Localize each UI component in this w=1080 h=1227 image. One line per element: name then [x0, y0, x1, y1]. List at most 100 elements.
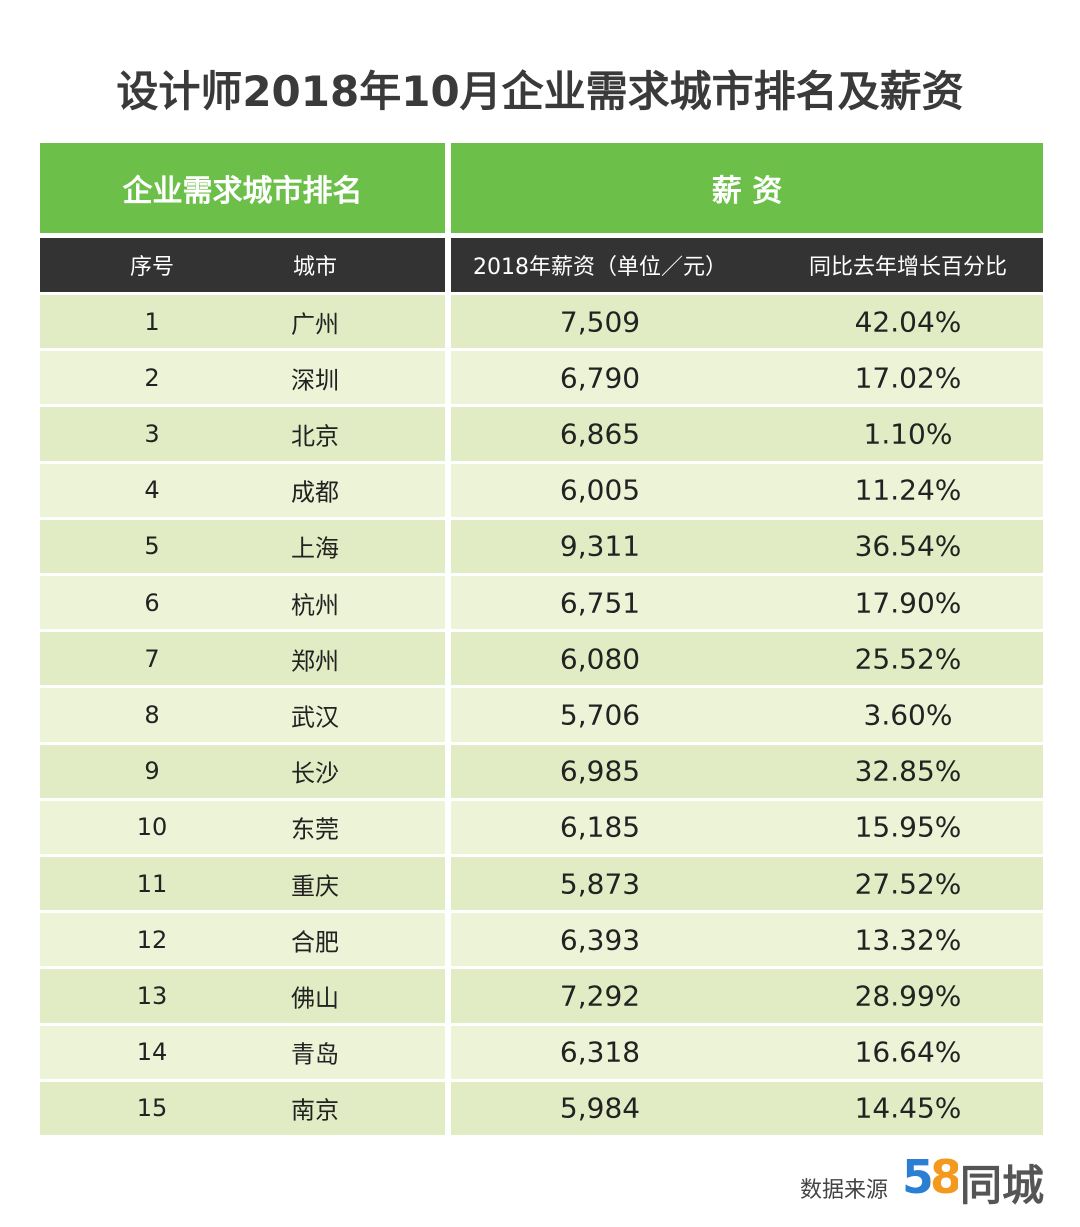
row-bg [451, 463, 1043, 517]
city: 成都 [291, 478, 339, 507]
row-bg [40, 800, 445, 854]
city: 北京 [291, 422, 339, 451]
city: 上海 [291, 534, 339, 563]
column-header-bar [40, 238, 445, 292]
rank: 6 [144, 588, 160, 617]
row-bg [40, 857, 445, 911]
growth: 32.85% [854, 754, 962, 788]
row-bg [451, 913, 1043, 967]
row-bg [40, 295, 445, 349]
salary: 6,393 [559, 923, 641, 957]
city: 长沙 [291, 759, 339, 788]
growth: 1.10% [863, 417, 953, 451]
column-header: 2018年薪资（单位／元） [473, 255, 727, 280]
growth: 42.04% [854, 305, 962, 339]
city: 广州 [291, 310, 339, 339]
column-header: 序号 [129, 255, 175, 280]
rank: 7 [144, 644, 160, 673]
salary: 5,984 [559, 1091, 641, 1125]
salary: 6,865 [559, 417, 641, 451]
row-bg [40, 407, 445, 461]
rank: 9 [144, 757, 160, 786]
source-label: 数据来源 [800, 1178, 889, 1203]
growth: 14.45% [854, 1091, 962, 1125]
growth: 36.54% [854, 529, 962, 563]
rank: 10 [136, 813, 168, 842]
rank: 14 [136, 1038, 168, 1067]
growth: 17.02% [854, 361, 962, 395]
growth: 16.64% [854, 1035, 962, 1069]
column-header: 同比去年增长百分比 [808, 255, 1008, 280]
salary: 7,292 [559, 979, 641, 1013]
growth: 15.95% [854, 810, 962, 844]
row-bg [451, 800, 1043, 854]
city: 武汉 [291, 703, 339, 732]
row-bg [451, 295, 1043, 349]
row-bg [40, 1025, 445, 1079]
rank: 8 [144, 701, 160, 729]
column-header: 城市 [292, 255, 338, 280]
row-bg [451, 1025, 1043, 1079]
salary: 6,985 [559, 754, 641, 788]
row-bg [40, 744, 445, 798]
group-header: 企业需求城市排名 [40, 143, 445, 233]
city: 南京 [291, 1096, 339, 1125]
row-bg [451, 688, 1043, 742]
salary: 6,185 [559, 810, 641, 844]
city: 合肥 [291, 928, 339, 957]
row-bg [40, 913, 445, 967]
city: 重庆 [291, 872, 339, 901]
column-header-bar [451, 238, 1043, 292]
salary: 5,873 [559, 867, 641, 901]
row-bg [451, 519, 1043, 573]
group-header: 薪 资 [451, 143, 1043, 233]
row-bg [451, 969, 1043, 1023]
rank: 2 [144, 363, 160, 392]
row-bg [451, 744, 1043, 798]
salary: 6,790 [559, 361, 641, 395]
salary: 6,751 [559, 586, 641, 620]
rank: 13 [136, 982, 168, 1010]
salary: 6,318 [559, 1035, 641, 1069]
rank: 5 [144, 532, 160, 561]
salary: 7,509 [559, 305, 641, 339]
row-bg [40, 688, 445, 742]
rank: 4 [144, 476, 160, 505]
rank: 11 [136, 869, 168, 898]
growth: 13.32% [854, 923, 962, 957]
rank: 3 [144, 420, 160, 448]
salary: 6,080 [559, 642, 641, 676]
row-bg [451, 857, 1043, 911]
city: 东莞 [291, 815, 339, 844]
logo-number: 58 [902, 1150, 962, 1204]
logo-text: 同城 [960, 1161, 1045, 1210]
row-bg [451, 576, 1043, 630]
rank: 1 [144, 307, 160, 336]
row-bg [451, 632, 1043, 686]
growth: 17.90% [854, 586, 962, 620]
growth: 3.60% [863, 698, 953, 732]
row-bg [40, 519, 445, 573]
row-bg [40, 969, 445, 1023]
growth: 28.99% [854, 979, 962, 1013]
row-bg [40, 632, 445, 686]
city: 青岛 [291, 1040, 339, 1069]
growth: 11.24% [854, 473, 962, 507]
salary: 5,706 [559, 698, 641, 732]
salary: 6,005 [559, 473, 641, 507]
growth: 27.52% [854, 867, 962, 901]
city: 佛山 [291, 984, 339, 1013]
row-bg [451, 407, 1043, 461]
city: 深圳 [291, 366, 339, 395]
row-bg [40, 351, 445, 405]
city: 郑州 [291, 647, 339, 676]
salary: 9,311 [559, 529, 641, 563]
rank: 15 [136, 1094, 168, 1123]
city: 杭州 [291, 591, 339, 620]
title: 设计师2018年10月企业需求城市排名及薪资 [116, 67, 964, 116]
row-bg [40, 1081, 445, 1135]
growth: 25.52% [854, 642, 962, 676]
row-bg [40, 463, 445, 517]
rank: 12 [136, 925, 168, 954]
